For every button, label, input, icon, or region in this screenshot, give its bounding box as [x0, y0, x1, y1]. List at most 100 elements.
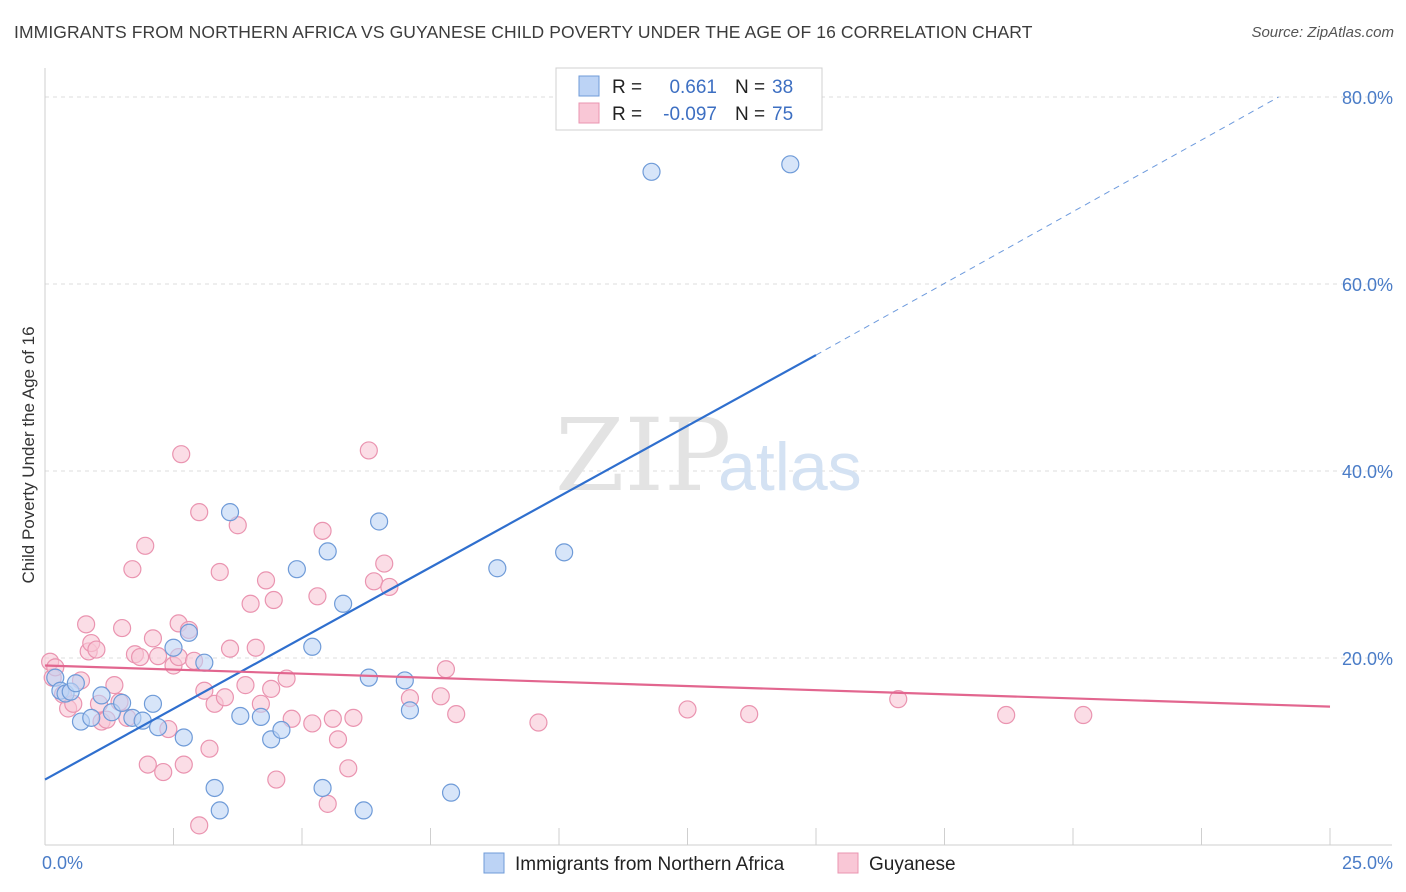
northern-africa-point-18 — [205, 778, 224, 798]
northern-africa-point-26 — [303, 637, 322, 656]
northern-africa-point-37 — [555, 543, 574, 562]
y-tick-label-3: 80.0% — [1342, 88, 1393, 108]
bottom-legend-label-1: Immigrants from Northern Africa — [515, 854, 785, 875]
northern-africa-point-35 — [441, 783, 461, 802]
northern-africa-point-33 — [395, 671, 414, 690]
legend-r-value-1: 0.661 — [669, 77, 717, 98]
legend-box — [555, 67, 823, 131]
northern-africa-point-32 — [370, 512, 389, 531]
legend-n-value-2: 75 — [772, 104, 793, 125]
northern-africa-point-4 — [66, 674, 85, 693]
legend-swatch-blue — [578, 75, 600, 97]
guyanese-point-67 — [436, 660, 456, 679]
guyanese-point-45 — [246, 638, 265, 657]
northern-africa-point-28 — [318, 542, 337, 561]
x-tick-label-0: 0.0% — [42, 853, 83, 873]
northern-africa-point-20 — [220, 503, 240, 522]
guyanese-point-16 — [112, 618, 132, 638]
guyanese-point-50 — [267, 770, 286, 789]
grid-lines — [45, 96, 1392, 659]
guyanese-point-21 — [136, 536, 155, 555]
northern-africa-point-24 — [272, 720, 291, 740]
guyanese-point-25 — [154, 762, 173, 782]
trend-lines — [44, 96, 1331, 781]
guyanese-point-73 — [997, 705, 1016, 725]
guyanese-point-34 — [190, 816, 209, 835]
northern-africa-point-30 — [354, 801, 373, 820]
guyanese-point-24 — [148, 647, 168, 666]
guyanese-point-43 — [236, 676, 255, 695]
northern-africa-point-38 — [642, 162, 661, 181]
tick-labels: 20.0% 40.0% 60.0% 80.0% 0.0% 25.0% — [42, 88, 1393, 873]
guyanese-point-59 — [339, 759, 358, 778]
guyanese-point-66 — [431, 687, 450, 706]
guyanese-point-10 — [87, 640, 106, 659]
guyanese-point-60 — [344, 708, 363, 727]
guyanese-point-23 — [143, 629, 163, 648]
guyanese-point-20 — [130, 647, 150, 667]
guyanese-point-7 — [77, 615, 96, 634]
guyanese-point-37 — [200, 739, 219, 758]
northern-africa-point-15 — [174, 728, 193, 747]
y-tick-label-1: 40.0% — [1342, 462, 1393, 482]
bottom-legend-swatch-pink — [837, 852, 859, 874]
northern-africa-trendline — [44, 354, 817, 781]
guyanese-point-54 — [308, 587, 327, 606]
guyanese-point-62 — [364, 572, 384, 591]
guyanese-point-39 — [210, 562, 229, 582]
guyanese-point-74 — [1074, 705, 1093, 725]
northern-africa-point-27 — [313, 778, 332, 798]
guyanese-point-49 — [264, 590, 283, 610]
bottom-legend-label-2: Guyanese — [869, 854, 956, 875]
guyanese-point-30 — [172, 445, 191, 464]
northern-africa-point-29 — [334, 594, 353, 613]
northern-africa-point-19 — [210, 801, 229, 820]
northern-africa-point-21 — [231, 706, 250, 726]
guyanese-point-56 — [318, 794, 337, 813]
guyanese-trendline — [44, 664, 1331, 708]
legend-r-label-2: R = — [612, 104, 642, 125]
northern-africa-point-25 — [287, 560, 306, 579]
northern-africa-points — [46, 155, 800, 820]
series-legend: Immigrants from Northern Africa Guyanese — [483, 852, 956, 875]
northern-africa-point-16 — [179, 623, 199, 642]
legend-n-label-2: N = — [735, 104, 765, 125]
guyanese-point-55 — [313, 521, 332, 540]
guyanese-point-14 — [105, 676, 124, 695]
guyanese-point-70 — [678, 700, 697, 719]
northern-africa-point-6 — [82, 708, 101, 727]
northern-africa-point-9 — [112, 693, 132, 712]
guyanese-point-44 — [241, 594, 260, 613]
bottom-legend-swatch-blue — [483, 852, 505, 874]
northern-africa-trendline-extension — [815, 96, 1279, 356]
guyanese-point-58 — [328, 730, 348, 749]
northern-africa-point-31 — [359, 668, 378, 687]
northern-africa-point-17 — [195, 653, 214, 672]
guyanese-point-22 — [138, 755, 157, 774]
guyanese-point-35 — [190, 503, 209, 522]
guyanese-point-18 — [123, 560, 142, 579]
guyanese-point-69 — [529, 713, 548, 732]
guyanese-point-57 — [323, 709, 342, 728]
northern-africa-point-34 — [400, 701, 420, 720]
source-credit: Source: ZipAtlas.com — [1251, 24, 1394, 41]
guyanese-point-52 — [282, 709, 301, 728]
guyanese-point-61 — [359, 441, 378, 460]
legend-swatch-pink — [578, 102, 600, 124]
northern-africa-point-13 — [148, 718, 168, 737]
watermark-zip: ZIP — [555, 397, 731, 514]
guyanese-point-47 — [256, 571, 276, 590]
guyanese-point-41 — [220, 639, 240, 658]
northern-africa-point-14 — [164, 638, 183, 657]
guyanese-point-72 — [889, 690, 908, 709]
northern-africa-point-39 — [781, 155, 800, 174]
guyanese-point-68 — [447, 704, 466, 724]
guyanese-point-71 — [740, 704, 759, 724]
chart-title: IMMIGRANTS FROM NORTHERN AFRICA VS GUYAN… — [14, 22, 1033, 42]
legend-n-label-1: N = — [735, 77, 765, 98]
guyanese-point-31 — [174, 755, 193, 774]
northern-africa-point-22 — [251, 707, 270, 727]
y-tick-label-0: 20.0% — [1342, 649, 1393, 669]
northern-africa-point-36 — [488, 559, 507, 578]
watermark: ZIP atlas — [555, 397, 862, 514]
